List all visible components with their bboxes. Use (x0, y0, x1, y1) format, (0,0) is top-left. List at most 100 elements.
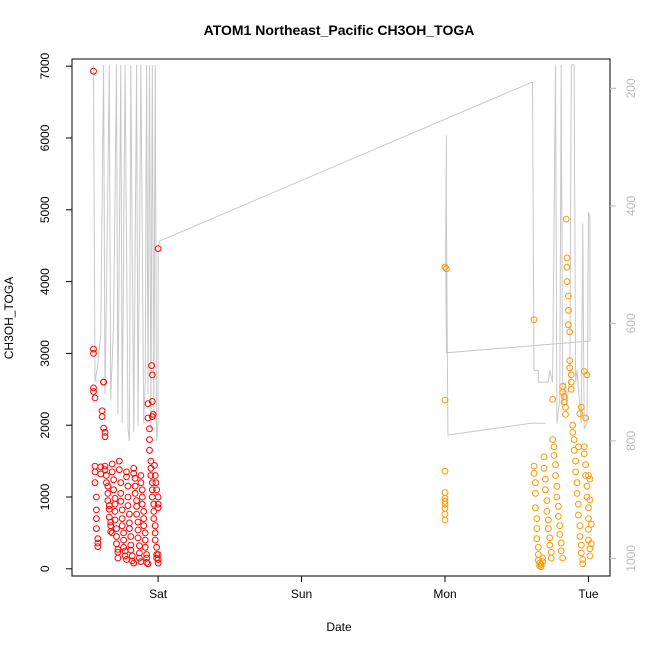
data-point-series-2 (559, 388, 567, 396)
data-point-series-2 (547, 554, 555, 562)
data-point-series-1 (146, 425, 153, 433)
data-point-series-2 (549, 396, 556, 403)
data-point-series-1 (113, 533, 120, 540)
y-tick-label: 1000 (38, 483, 52, 510)
data-point-series-1 (123, 468, 130, 476)
data-point-series-1 (90, 345, 97, 353)
data-point-series-2 (562, 215, 570, 223)
data-point-series-2 (441, 396, 449, 404)
data-point-series-2 (569, 429, 577, 436)
data-point-series-1 (91, 462, 99, 470)
data-point-series-1 (144, 414, 152, 422)
data-point-series-1 (134, 518, 142, 526)
data-point-series-1 (154, 500, 162, 508)
data-point-series-2 (563, 278, 571, 286)
data-point-series-2 (580, 443, 588, 451)
data-point-series-1 (148, 479, 156, 487)
data-point-series-2 (532, 504, 539, 512)
data-point-series-2 (573, 490, 581, 497)
data-point-series-1 (118, 515, 126, 522)
data-point-series-1 (134, 534, 142, 542)
data-point-series-2 (542, 486, 549, 494)
data-point-series-1 (118, 522, 126, 530)
y2-tick-label: 200 (624, 78, 638, 98)
data-point-series-1 (125, 519, 133, 527)
data-point-series-1 (148, 371, 156, 379)
data-point-series-2 (583, 482, 591, 490)
y2-tick-label: 800 (624, 431, 638, 451)
data-point-series-1 (93, 515, 100, 522)
data-point-series-2 (566, 357, 574, 365)
data-point-series-2 (582, 472, 589, 479)
data-point-series-1 (133, 497, 141, 505)
data-point-series-1 (110, 486, 117, 494)
data-point-series-1 (94, 543, 102, 550)
y-tick-label: 3000 (38, 340, 52, 367)
data-point-series-1 (110, 476, 117, 484)
data-point-series-1 (94, 539, 102, 547)
data-point-series-2 (577, 403, 585, 411)
data-point-series-2 (549, 436, 556, 444)
data-point-series-1 (120, 543, 127, 551)
x-tick-label: Sun (291, 587, 312, 601)
data-point-series-1 (101, 429, 109, 436)
data-point-series-2 (565, 292, 572, 300)
data-point-series-1 (141, 529, 149, 537)
data-point-series-1 (108, 468, 116, 476)
data-point-series-2 (540, 464, 548, 472)
data-point-series-2 (547, 548, 555, 556)
data-point-series-2 (530, 462, 538, 470)
data-point-series-2 (441, 489, 449, 497)
data-point-series-2 (441, 500, 449, 508)
data-point-series-2 (585, 472, 592, 479)
data-point-series-1 (101, 462, 109, 470)
data-point-series-2 (562, 403, 569, 411)
y-tick-label: 7000 (38, 53, 52, 80)
data-point-series-1 (125, 510, 133, 518)
data-point-series-2 (544, 516, 552, 524)
data-point-series-2 (555, 513, 562, 520)
data-point-series-2 (582, 414, 589, 422)
data-point-series-1 (127, 541, 135, 549)
data-point-series-2 (585, 504, 592, 512)
data-point-series-1 (146, 436, 153, 444)
data-point-series-2 (565, 321, 572, 329)
data-point-series-2 (579, 560, 587, 568)
data-point-series-2 (552, 461, 559, 469)
y-axis-title: CH3OH_TOGA (2, 277, 16, 359)
data-point-series-2 (573, 479, 581, 487)
data-point-series-1 (151, 536, 159, 544)
data-point-series-2 (534, 543, 542, 551)
x-tick-label: Mon (433, 587, 456, 601)
data-point-series-1 (98, 407, 106, 415)
data-point-series-2 (543, 497, 551, 505)
data-point-series-1 (100, 424, 107, 432)
data-point-series-2 (557, 539, 565, 547)
data-point-series-2 (580, 450, 588, 458)
data-point-series-2 (586, 552, 594, 560)
y-tick-label: 4000 (38, 268, 52, 295)
data-point-series-1 (133, 502, 141, 510)
scatter-points-layer (90, 67, 595, 571)
data-point-series-1 (154, 504, 162, 512)
data-point-series-2 (580, 368, 588, 375)
data-point-series-2 (566, 364, 574, 372)
data-point-series-1 (105, 505, 113, 513)
plot-frame (71, 58, 611, 577)
data-point-series-1 (111, 500, 119, 508)
data-point-series-1 (120, 536, 127, 544)
data-point-series-2 (586, 475, 594, 483)
data-point-series-1 (111, 508, 119, 515)
data-point-series-1 (130, 464, 138, 472)
data-point-series-1 (90, 384, 97, 392)
data-point-series-2 (563, 254, 571, 262)
data-point-series-2 (569, 421, 577, 429)
data-point-series-2 (441, 497, 449, 505)
data-point-series-2 (443, 265, 450, 273)
data-point-series-1 (131, 490, 139, 497)
data-point-series-1 (137, 558, 145, 565)
data-point-series-1 (134, 526, 142, 534)
data-point-series-1 (133, 510, 141, 518)
data-point-series-1 (141, 536, 149, 544)
